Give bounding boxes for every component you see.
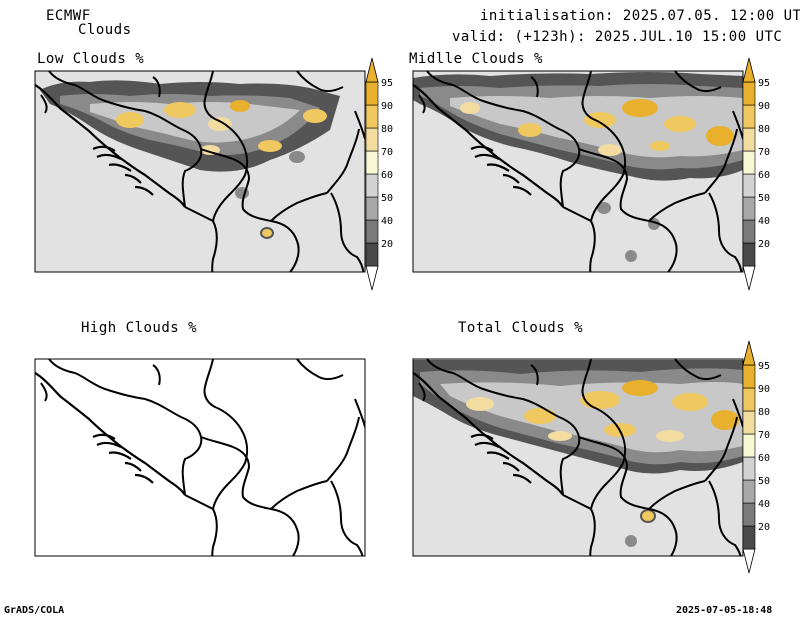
colorbar-tick-label: 70 [381,147,393,158]
colorbar-swatch [742,150,756,175]
colorbar-swatch [365,173,379,198]
panel-high-clouds [34,358,366,557]
colorbar-tick-label: 40 [758,499,770,510]
colorbar-tick-label: 80 [381,124,393,135]
colorbar-swatch [365,104,379,129]
colorbar-swatch [742,456,756,481]
colorbar-tick-label: 70 [758,147,770,158]
colorbar-tick-label: 40 [758,216,770,227]
valid-time: valid: (+123h): 2025.JUL.10 15:00 UTC [452,29,783,45]
colorbar-tick-label: 40 [381,216,393,227]
colorbar-swatch [742,219,756,244]
panel-title-middle: Midlle Clouds % [409,51,543,67]
colorbar-tick-label: 90 [758,384,770,395]
colorbar-tick-label: 80 [758,407,770,418]
colorbar-tick-label: 95 [758,361,770,372]
colorbar-swatch [742,364,756,389]
colorbar-tick-label: 80 [758,124,770,135]
colorbar-tick-label: 50 [381,193,393,204]
colorbar-middle: 20 40 50 60 70 80 90 95 [742,57,770,291]
panel-title-high: High Clouds % [81,320,198,336]
colorbar-swatch [742,410,756,435]
colorbar-swatch [742,525,756,550]
colorbar-low: 20 40 50 60 70 80 90 95 [365,57,393,291]
panel-title-low: Low Clouds % [37,51,145,67]
colorbar-swatch [365,150,379,175]
colorbar-extend-low [742,548,756,574]
colorbar-extend-high [742,57,756,83]
colorbar-total: 20 40 50 60 70 80 90 95 [742,340,770,574]
panel-title-total: Total Clouds % [458,320,584,336]
colorbar-swatch [742,196,756,221]
cloud-field-total [413,360,743,547]
colorbar-tick-label: 95 [381,78,393,89]
colorbar-tick-label: 60 [758,170,770,181]
colorbar-extend-low [742,265,756,291]
colorbar-tick-label: 20 [758,522,770,533]
footer-timestamp: 2025-07-05-18:48 [676,605,773,616]
colorbar-swatch [742,242,756,267]
colorbar-extend-high [365,57,379,83]
colorbar-tick-label: 20 [758,239,770,250]
colorbar-swatch [365,219,379,244]
colorbar-tick-label: 60 [758,453,770,464]
colorbar-tick-label: 20 [381,239,393,250]
colorbar-swatch [365,81,379,106]
panel-total-clouds [412,358,744,557]
colorbar-tick-label: 60 [381,170,393,181]
product-label: Clouds [78,22,132,38]
colorbar-tick-label: 95 [758,78,770,89]
colorbar-swatch [742,479,756,504]
colorbar-swatch [742,502,756,527]
colorbar-tick-label: 70 [758,430,770,441]
colorbar-tick-label: 90 [381,101,393,112]
colorbar-tick-label: 90 [758,101,770,112]
colorbar-extend-high [742,340,756,366]
colorbar-swatch [742,104,756,129]
panel-middle-clouds [412,70,744,273]
footer-software: GrADS/COLA [4,605,65,616]
colorbar-swatch [742,173,756,198]
colorbar-swatch [365,242,379,267]
colorbar-swatch [742,387,756,412]
init-time: initialisation: 2025.07.05. 12:00 UTC [480,8,800,24]
colorbar-tick-label: 50 [758,476,770,487]
colorbar-tick-label: 50 [758,193,770,204]
colorbar-swatch [742,433,756,458]
colorbar-swatch [365,196,379,221]
colorbar-swatch [742,81,756,106]
panel-low-clouds [34,70,366,273]
colorbar-extend-low [365,265,379,291]
colorbar-swatch [365,127,379,152]
model-label: ECMWF [46,8,91,24]
colorbar-swatch [742,127,756,152]
